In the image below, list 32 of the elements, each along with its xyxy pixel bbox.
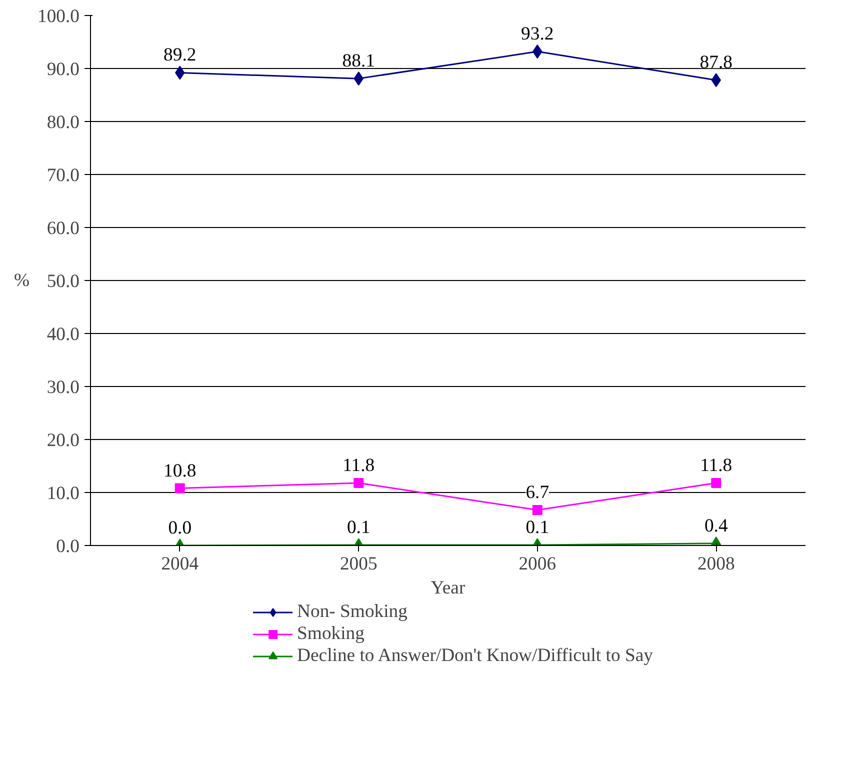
legend-label: Smoking — [297, 623, 364, 645]
data-label: 11.8 — [342, 454, 375, 476]
data-label: 89.2 — [164, 44, 196, 66]
data-label: 6.7 — [526, 482, 550, 503]
legend-label: Decline to Answer/Don't Know/Difficult to Say — [297, 645, 653, 667]
x-tick-label: 2008 — [697, 554, 735, 574]
x-axis-title: Year — [430, 578, 466, 598]
y-tick-label: 0.0 — [56, 536, 80, 557]
y-tick-label: 50.0 — [46, 271, 80, 292]
data-label: 93.2 — [521, 24, 554, 45]
x-tick-label: 2005 — [340, 554, 378, 574]
y-tick-label: 70.0 — [46, 165, 80, 186]
data-label: 11.8 — [700, 454, 732, 476]
y-tick-label: 10.0 — [46, 483, 80, 504]
data-label: 0.1 — [346, 516, 370, 538]
x-tick-label: 2004 — [161, 554, 200, 574]
data-label: 0.0 — [168, 518, 192, 538]
data-label: 10.8 — [164, 460, 196, 482]
x-tick-label: 2006 — [518, 554, 556, 574]
y-tick-label: 90.0 — [46, 59, 80, 80]
data-label: 87.8 — [700, 52, 732, 74]
y-tick-label: 40.0 — [46, 324, 80, 345]
y-tick-label: 30.0 — [46, 377, 80, 398]
legend-label: Non- Smoking — [297, 601, 408, 623]
y-tick-label: 20.0 — [46, 430, 80, 451]
y-tick-label: 80.0 — [46, 112, 80, 133]
data-label: 0.4 — [704, 515, 728, 536]
data-label: 88.1 — [342, 50, 375, 72]
y-tick-label: 60.0 — [46, 218, 80, 239]
y-axis-title: % — [14, 270, 30, 291]
y-tick-label: 100.0 — [38, 6, 80, 27]
data-label: 0.1 — [526, 516, 550, 538]
